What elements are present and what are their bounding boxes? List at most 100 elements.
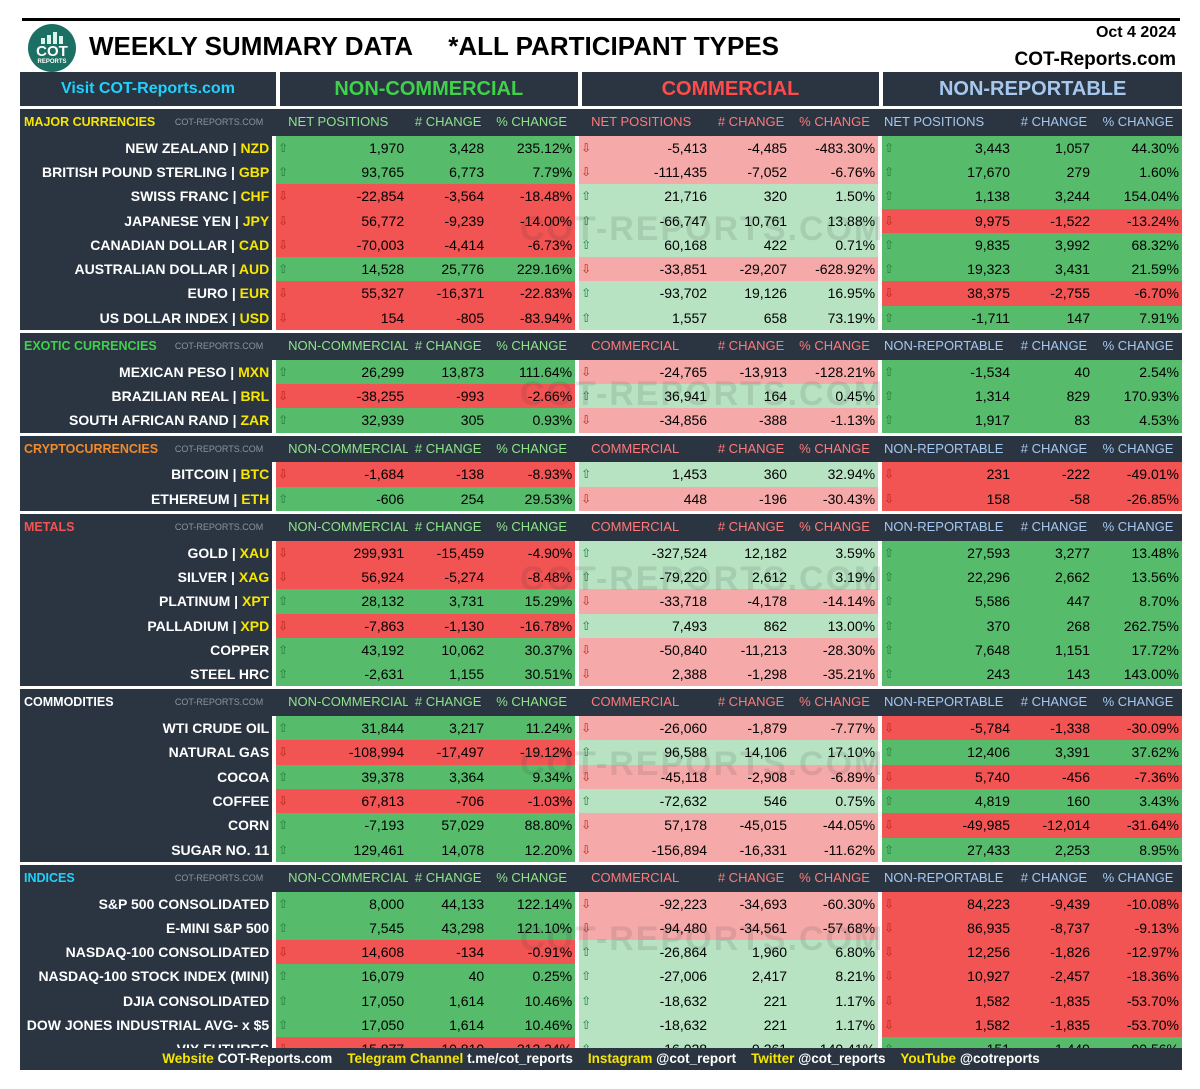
cell-value: 55,327 bbox=[361, 285, 405, 302]
arrow-up-icon: ⇧ bbox=[581, 945, 592, 960]
cell-value: -79,220 bbox=[659, 568, 708, 585]
cell-value: 14,106 bbox=[744, 744, 788, 761]
value-group-nr: ⇩ 38,375 -2,755 -6.70% bbox=[881, 281, 1182, 306]
net-position: ⇧ 93,765 bbox=[276, 160, 408, 184]
table-row: WTI CRUDE OIL ⇧ 31,844 3,217 11.24% ⇩ -26,060 -… bbox=[20, 716, 1182, 741]
value-group-nc: ⇩ 55,327 -16,371 -22.83% bbox=[276, 281, 576, 306]
value-group-cm: ⇩ 448 -196 -30.43% bbox=[579, 486, 879, 511]
arrow-up-icon: ⇧ bbox=[581, 545, 592, 560]
percent-change: 17.10% bbox=[791, 740, 878, 764]
value-group-cm: ⇩ -45,118 -2,908 -6.89% bbox=[579, 764, 879, 789]
net-position: ⇧ 27,593 bbox=[882, 541, 1014, 565]
cell-value: 3,992 bbox=[1054, 236, 1090, 253]
cell-value: -327,524 bbox=[651, 544, 708, 561]
visit-link[interactable]: Visit COT-Reports.com bbox=[20, 72, 276, 106]
number-change: 221 bbox=[711, 1013, 791, 1037]
number-change: 3,244 bbox=[1014, 184, 1094, 208]
column-header: NON-REPORTABLE bbox=[884, 694, 1004, 710]
footer-telegram[interactable]: Telegram Channel t.me/cot_reports bbox=[347, 1051, 573, 1066]
cell-value: -92,223 bbox=[659, 895, 708, 912]
column-header: # CHANGE bbox=[717, 338, 785, 354]
table-row: SILVER | XAG ⇩ 56,924 -5,274 -8.48% ⇧ -79,220 2… bbox=[20, 564, 1182, 590]
column-header-group: NON-REPORTABLE # CHANGE % CHANGE bbox=[882, 333, 1182, 360]
cell-value: 11.24% bbox=[525, 720, 573, 737]
cell-value: -2,908 bbox=[747, 768, 788, 785]
cell-value: 30.37% bbox=[524, 641, 573, 658]
footer-website[interactable]: Website COT-Reports.com bbox=[162, 1051, 333, 1066]
number-change: -45,015 bbox=[711, 813, 791, 837]
number-change: 164 bbox=[711, 384, 791, 408]
section-header-row: MAJOR CURRENCIES COT-REPORTS.COM NET POSIT… bbox=[20, 109, 1182, 136]
column-header: COMMERCIAL bbox=[591, 694, 680, 710]
column-header-group: NON-REPORTABLE # CHANGE % CHANGE bbox=[882, 514, 1182, 541]
footer-instagram[interactable]: Instagram @cot_report bbox=[587, 1051, 737, 1066]
cell-value: -5,274 bbox=[444, 568, 485, 585]
arrow-up-icon: ⇧ bbox=[278, 818, 289, 833]
cell-value: -57.68% bbox=[822, 919, 876, 936]
number-change: -16,371 bbox=[408, 281, 488, 305]
number-change: 279 bbox=[1014, 160, 1094, 184]
number-change: 10,062 bbox=[408, 638, 488, 662]
percent-change: 3.59% bbox=[791, 541, 878, 565]
cell-value: 143.00% bbox=[1123, 666, 1179, 683]
net-position: ⇧ 39,378 bbox=[276, 765, 408, 789]
arrow-down-icon: ⇩ bbox=[278, 569, 289, 584]
arrow-up-icon: ⇧ bbox=[278, 896, 289, 911]
net-position: ⇩ -7,863 bbox=[276, 614, 408, 638]
cell-value: 154 bbox=[380, 309, 405, 326]
number-change: -1,522 bbox=[1014, 209, 1094, 233]
number-change: -9,439 bbox=[1014, 892, 1094, 916]
section-title-cell: MAJOR CURRENCIES COT-REPORTS.COM bbox=[20, 109, 273, 136]
net-position: ⇩ 12,256 bbox=[882, 940, 1014, 964]
column-header-group: NON-REPORTABLE # CHANGE % CHANGE bbox=[882, 865, 1182, 892]
cell-value: -93,702 bbox=[659, 285, 708, 302]
ticker-separator: | bbox=[228, 388, 241, 405]
instrument-label: NEW ZEALAND | NZD bbox=[20, 135, 273, 160]
cell-value: -8.48% bbox=[527, 568, 573, 585]
instrument-label: SWISS FRANC | CHF bbox=[20, 184, 273, 209]
net-position: ⇧ -93,702 bbox=[579, 281, 711, 305]
number-change: -17,497 bbox=[408, 740, 488, 764]
footer-youtube[interactable]: YouTube @cotreports bbox=[900, 1051, 1040, 1066]
value-group-cm: ⇧ 36,941 164 0.45% bbox=[579, 384, 879, 409]
value-group-cm: ⇩ -92,223 -34,693 -60.30% bbox=[579, 891, 879, 916]
arrow-down-icon: ⇩ bbox=[883, 286, 895, 301]
arrow-up-icon: ⇧ bbox=[581, 213, 592, 228]
percent-change: -44.05% bbox=[791, 813, 878, 837]
instrument-name: COPPER bbox=[210, 641, 270, 658]
cell-value: -1,338 bbox=[1050, 720, 1090, 737]
cell-value: -14.00% bbox=[519, 212, 573, 229]
net-position: ⇧ 7,648 bbox=[882, 638, 1014, 662]
value-group-nc: ⇧ 7,545 43,298 121.10% bbox=[276, 915, 576, 941]
cell-value: 32.94% bbox=[827, 466, 876, 483]
number-change: -2,755 bbox=[1014, 281, 1094, 305]
cell-value: 1,582 bbox=[974, 1017, 1010, 1034]
percent-change: 0.71% bbox=[791, 233, 878, 257]
cell-value: 40 bbox=[1074, 363, 1090, 380]
cell-value: 3.59% bbox=[835, 544, 876, 561]
site-link[interactable]: COT-Reports.com bbox=[1014, 49, 1176, 70]
cell-value: 56,924 bbox=[361, 568, 405, 585]
cell-value: 3,731 bbox=[449, 593, 485, 610]
arrow-up-icon: ⇧ bbox=[278, 667, 289, 682]
cell-value: -7,052 bbox=[747, 163, 788, 180]
column-header: % CHANGE bbox=[1102, 114, 1174, 129]
arrow-down-icon: ⇩ bbox=[581, 140, 592, 155]
instrument-ticker: BRL bbox=[240, 388, 270, 405]
cell-value: -53.70% bbox=[1126, 992, 1179, 1009]
percent-change: -2.66% bbox=[488, 384, 575, 408]
cell-value: -1,522 bbox=[1050, 212, 1090, 229]
cell-value: 3,391 bbox=[1054, 744, 1090, 761]
footer-twitter[interactable]: Twitter @cot_reports bbox=[751, 1051, 886, 1066]
sections: MAJOR CURRENCIES COT-REPORTS.COM NET POSIT… bbox=[20, 109, 1182, 1062]
column-header: # CHANGE bbox=[717, 114, 785, 129]
column-header-group: NON-COMMERCIAL # CHANGE % CHANGE bbox=[276, 514, 575, 541]
number-change: 3,431 bbox=[1014, 257, 1094, 281]
footer-bar: Website COT-Reports.com Telegram Channel… bbox=[20, 1048, 1182, 1070]
ticker-separator: | bbox=[227, 236, 239, 253]
value-group-nc: ⇧ 93,765 6,773 7.79% bbox=[276, 159, 576, 185]
arrow-up-icon: ⇧ bbox=[581, 286, 592, 301]
cell-value: 31,844 bbox=[361, 720, 405, 737]
net-position: ⇩ -111,435 bbox=[579, 160, 711, 184]
section-header-row: METALS COT-REPORTS.COM NON-COMMERCIAL # CHA… bbox=[20, 513, 1182, 541]
